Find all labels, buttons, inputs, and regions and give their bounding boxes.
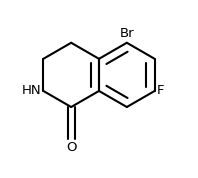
Text: O: O [66, 141, 76, 154]
Text: Br: Br [120, 27, 134, 40]
Text: HN: HN [22, 84, 41, 97]
Text: F: F [157, 84, 165, 97]
